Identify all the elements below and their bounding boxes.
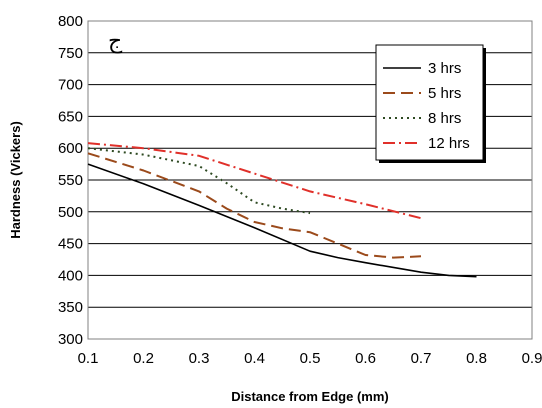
y-tick-label: 650	[58, 108, 83, 125]
y-tick-labels: 300 350 400 450 500 550 600 650 700 750 800	[58, 13, 83, 348]
y-tick-label: 750	[58, 45, 83, 62]
legend-label: 5 hrs	[428, 85, 461, 102]
legend-label: 12 hrs	[428, 135, 470, 152]
x-axis-title: Distance from Edge (mm)	[231, 389, 388, 404]
y-tick-label: 600	[58, 140, 83, 157]
x-tick-label: 0.8	[466, 350, 487, 367]
legend-box	[375, 44, 484, 161]
series-line-5-hrs	[87, 152, 422, 259]
legend-label: 3 hrs	[428, 60, 461, 77]
gridlines	[88, 52, 532, 308]
x-tick-label: 0.2	[133, 350, 154, 367]
y-tick-label: 400	[58, 267, 83, 284]
panel-label: ج	[108, 29, 123, 54]
series-lines	[87, 142, 477, 278]
x-tick-label: 0.6	[355, 350, 376, 367]
x-tick-label: 0.1	[78, 350, 99, 367]
series-line-3-hrs	[87, 163, 477, 278]
x-tick-label: 0.9	[522, 350, 542, 367]
y-axis-title: Hardness (Vickers)	[8, 121, 23, 239]
y-tick-label: 800	[58, 13, 83, 30]
y-tick-label: 550	[58, 172, 83, 189]
plot-area	[87, 20, 533, 340]
x-tick-label: 0.7	[411, 350, 432, 367]
x-tick-label: 0.4	[244, 350, 265, 367]
y-tick-label: 450	[58, 236, 83, 253]
x-tick-label: 0.3	[189, 350, 210, 367]
legend: 3 hrs 5 hrs 8 hrs 12 hrs	[375, 44, 486, 163]
legend-label: 8 hrs	[428, 110, 461, 127]
y-tick-label: 350	[58, 299, 83, 316]
series-line-8-hrs	[87, 147, 311, 215]
x-tick-label: 0.5	[300, 350, 321, 367]
series-line-12-hrs	[87, 142, 422, 220]
y-tick-label: 500	[58, 204, 83, 221]
y-tick-label: 700	[58, 77, 83, 94]
y-tick-label: 300	[58, 331, 83, 348]
x-tick-labels: 0.1 0.2 0.3 0.4 0.5 0.6 0.7 0.8 0.9	[78, 350, 542, 367]
